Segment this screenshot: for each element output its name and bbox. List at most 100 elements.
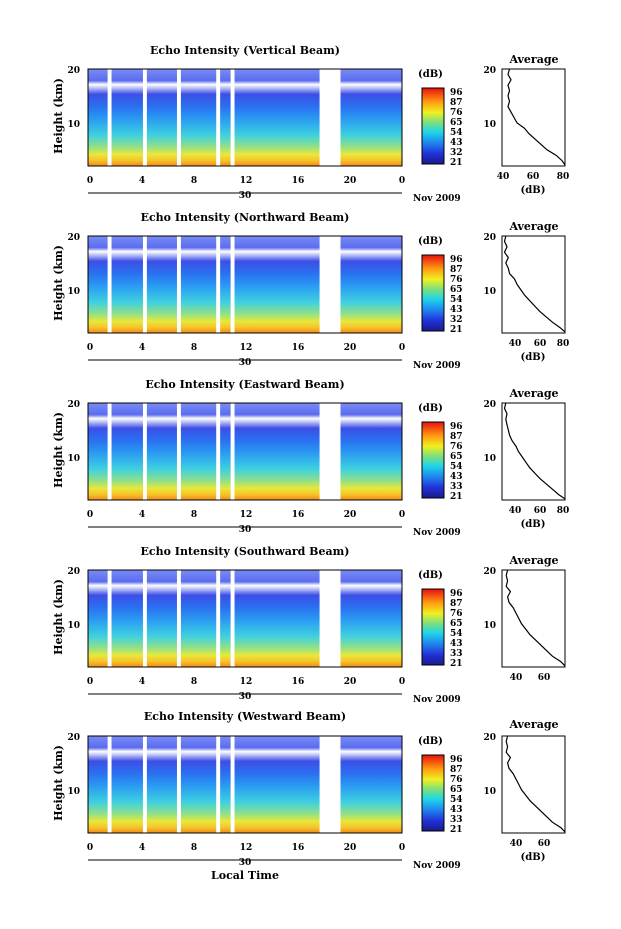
- x-tick-label: 20: [344, 176, 357, 186]
- data-gap: [216, 403, 221, 500]
- x-tick-label: 4: [139, 176, 145, 186]
- x-tick-label: 8: [191, 176, 197, 186]
- date-label: 30: [239, 692, 252, 702]
- colorbar-unit: (dB): [418, 403, 443, 414]
- colorbar-tick-label: 65: [450, 118, 463, 128]
- x-tick-label: 0: [87, 343, 93, 353]
- data-gap: [176, 570, 181, 667]
- colorbar-tick-label: 54: [450, 128, 463, 138]
- colorbar: [421, 588, 445, 666]
- data-gap: [319, 403, 341, 500]
- profile-x-tick-label: 80: [557, 172, 570, 182]
- profile-y-tick-label: 20: [483, 233, 496, 243]
- colorbar-ticks: 96 87 76 65 54 43 32 21: [450, 255, 463, 335]
- data-gap: [216, 69, 221, 166]
- y-tick-label: 20: [67, 233, 80, 243]
- gap-layer: [107, 570, 341, 667]
- x-ticks: 0 4 8 12 16 20 0: [87, 343, 405, 353]
- x-ticks: 0 4 8 12 16 20 0: [87, 176, 405, 186]
- profile-line: [503, 402, 566, 500]
- profile-y-tick-label: 10: [483, 454, 496, 464]
- height-axis-label: Height (km): [52, 579, 65, 655]
- y-tick-label: 10: [67, 787, 80, 797]
- profile-frame: [501, 235, 566, 334]
- colorbar-tick-label: 21: [450, 325, 463, 335]
- profile-y-tick-label: 20: [483, 567, 496, 577]
- x-tick-label: 16: [292, 176, 305, 186]
- data-gap: [216, 736, 221, 833]
- colorbar-tick-label: 87: [450, 265, 463, 275]
- plot-frame: [87, 569, 403, 668]
- colorbar-tick-label: 54: [450, 462, 463, 472]
- profile-x-tick-label: 60: [538, 673, 551, 683]
- profile-x-tick-label: 40: [510, 839, 523, 849]
- colorbar-unit: (dB): [418, 69, 443, 80]
- colorbar-tick-label: 54: [450, 629, 463, 639]
- x-tick-label: 4: [139, 677, 145, 687]
- x-tick-label: 12: [240, 510, 253, 520]
- y-tick-label: 10: [67, 454, 80, 464]
- colorbar-tick-label: 43: [450, 472, 463, 482]
- data-gap: [142, 236, 147, 333]
- profile-x-ticks: 40 60: [510, 839, 551, 849]
- echo-field: [88, 736, 402, 833]
- data-gap: [230, 736, 235, 833]
- data-gap: [230, 236, 235, 333]
- profile-y-ticks: 20 10: [483, 400, 496, 464]
- panel-title: Echo Intensity (Vertical Beam): [150, 44, 340, 57]
- colorbar-tick-label: 96: [450, 88, 463, 98]
- plot-frame: [87, 235, 403, 334]
- colorbar-tick-label: 33: [450, 649, 463, 659]
- colorbar: [421, 754, 445, 832]
- x-ticks: 0 4 8 12 16 20 0: [87, 677, 405, 687]
- y-tick-label: 20: [67, 733, 80, 743]
- panel-title: Echo Intensity (Westward Beam): [144, 710, 346, 723]
- plot-frame: [87, 735, 403, 834]
- x-tick-label: 20: [344, 843, 357, 853]
- month-label: Nov 2009: [413, 528, 461, 538]
- colorbar-tick-label: 65: [450, 285, 463, 295]
- x-ticks: 0 4 8 12 16 20 0: [87, 843, 405, 853]
- profile-x-tick-label: 40: [497, 172, 510, 182]
- panel-title: Echo Intensity (Northward Beam): [141, 211, 350, 224]
- data-gap: [107, 736, 112, 833]
- x-tick-label: 12: [240, 176, 253, 186]
- gap-layer: [107, 736, 341, 833]
- gap-layer: [107, 236, 341, 333]
- data-gap: [230, 570, 235, 667]
- x-tick-label: 4: [139, 843, 145, 853]
- colorbar-tick-label: 21: [450, 659, 463, 669]
- date-label: 30: [239, 525, 252, 535]
- x-axis-label: Local Time: [211, 869, 279, 882]
- colorbar-tick-label: 76: [450, 775, 463, 785]
- x-tick-label: 20: [344, 677, 357, 687]
- colorbar-tick-label: 43: [450, 639, 463, 649]
- x-tick-label: 20: [344, 510, 357, 520]
- colorbar-ticks: 96 87 76 65 54 43 33 21: [450, 755, 463, 835]
- plot-frame: [87, 402, 403, 501]
- data-gap: [319, 570, 341, 667]
- height-axis-label: Height (km): [52, 245, 65, 321]
- profile-y-tick-label: 20: [483, 66, 496, 76]
- data-gap: [176, 403, 181, 500]
- data-gap: [142, 736, 147, 833]
- colorbar-tick-label: 43: [450, 805, 463, 815]
- colorbar-tick-label: 96: [450, 755, 463, 765]
- y-tick-label: 20: [67, 66, 80, 76]
- colorbar-tick-label: 76: [450, 442, 463, 452]
- data-gap: [142, 403, 147, 500]
- panel-title: Echo Intensity (Eastward Beam): [145, 378, 344, 391]
- panel-title: Echo Intensity (Southward Beam): [141, 545, 350, 558]
- profile-x-tick-label: 40: [510, 673, 523, 683]
- data-gap: [107, 570, 112, 667]
- panel-eastward-beam: Echo Intensity (Eastward Beam) Height (k…: [52, 378, 569, 538]
- profile-y-ticks: 20 10: [483, 233, 496, 297]
- month-label: Nov 2009: [413, 361, 461, 371]
- x-tick-label: 0: [399, 843, 405, 853]
- profile-x-label: (dB): [521, 185, 546, 196]
- x-tick-label: 12: [240, 677, 253, 687]
- x-tick-label: 0: [87, 677, 93, 687]
- data-gap: [176, 236, 181, 333]
- profile-x-tick-label: 80: [557, 339, 570, 349]
- profile-x-label: (dB): [521, 352, 546, 363]
